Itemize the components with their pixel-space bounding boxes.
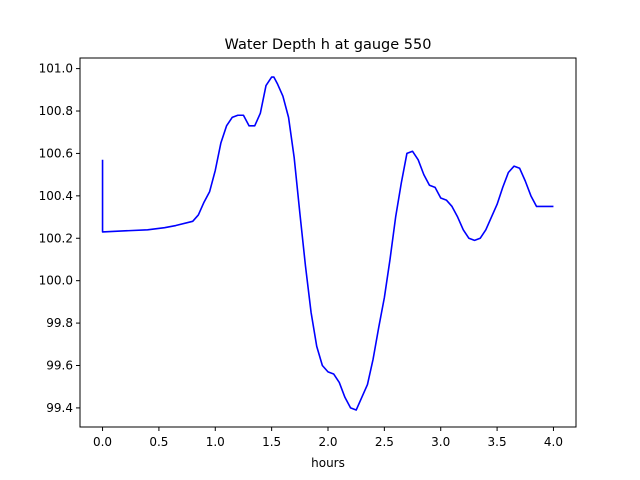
x-tick-label: 4.0 [544,435,563,449]
x-axis: 0.0 0.5 1.0 1.5 2.0 2.5 3.0 3.5 4.0 [93,427,563,449]
x-tick-label: 1.5 [262,435,281,449]
x-axis-label: hours [311,456,345,470]
y-tick-label: 100.4 [39,189,73,203]
x-tick-label: 1.0 [206,435,225,449]
y-tick-label: 100.6 [39,146,73,160]
y-tick-label: 99.4 [46,401,73,415]
chart-title: Water Depth h at gauge 550 [225,37,432,53]
x-tick-label: 2.0 [318,435,337,449]
y-tick-label: 100.8 [39,104,73,118]
y-axis: 99.4 99.6 99.8 100.0 100.2 100.4 100.6 100.8 101… [39,62,80,415]
x-tick-label: 0.0 [93,435,112,449]
y-tick-label: 100.0 [39,274,73,288]
y-tick-label: 100.2 [39,231,73,245]
series-line [101,76,554,411]
x-tick-label: 3.0 [431,435,450,449]
x-tick-label: 0.5 [149,435,168,449]
y-tick-label: 101.0 [39,62,73,76]
y-tick-label: 99.6 [46,359,73,373]
x-tick-label: 2.5 [375,435,394,449]
x-tick-label: 3.5 [488,435,507,449]
y-tick-label: 99.8 [46,316,73,330]
